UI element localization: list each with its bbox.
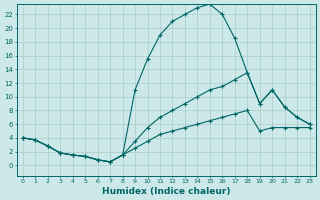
X-axis label: Humidex (Indice chaleur): Humidex (Indice chaleur) — [102, 187, 230, 196]
